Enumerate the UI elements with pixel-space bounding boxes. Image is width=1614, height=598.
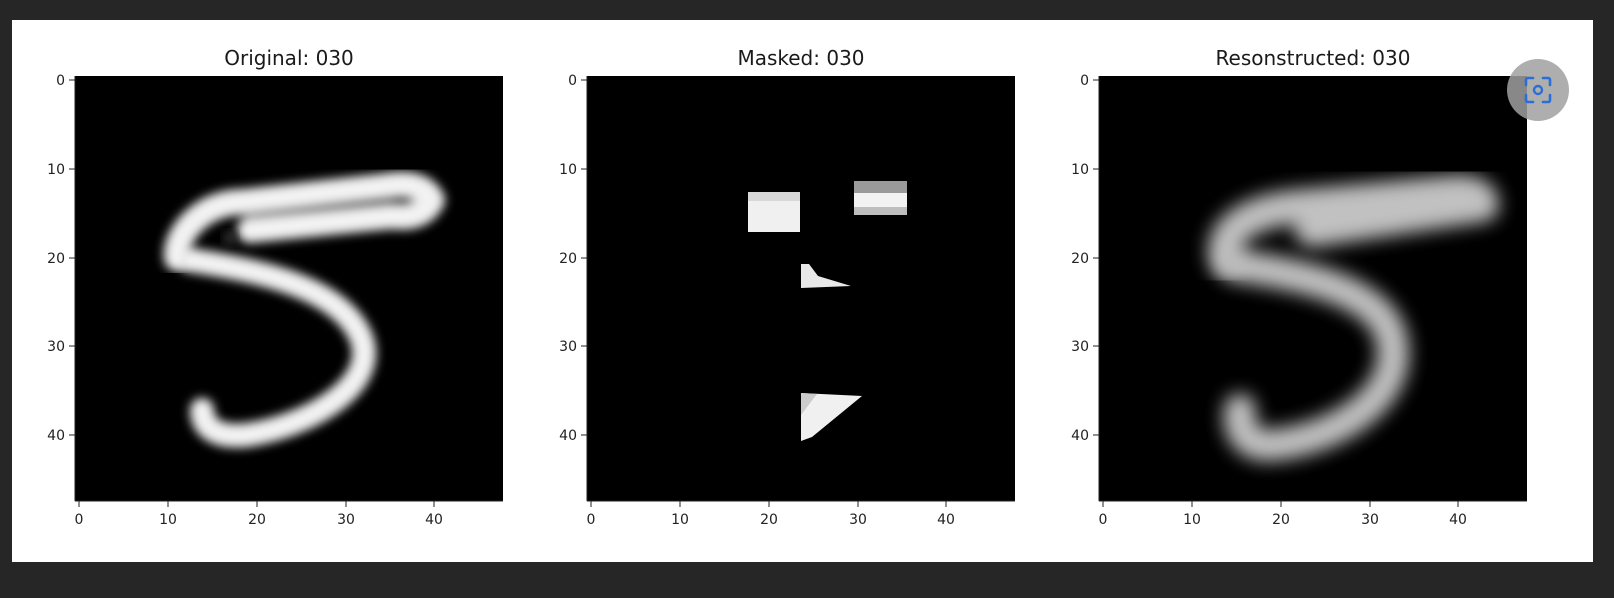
yticks-masked: 0 10 20 30 40 <box>559 73 587 444</box>
xtick-label: 20 <box>1272 512 1290 528</box>
ytick-label: 20 <box>1071 251 1089 267</box>
figure-canvas: Original: 030 0 10 20 30 40 <box>47 46 1527 528</box>
ytick-label: 20 <box>559 251 577 267</box>
axes-original <box>74 76 503 502</box>
xtick-label: 0 <box>75 512 84 528</box>
ytick-label: 40 <box>47 428 65 444</box>
xticks-reconstructed: 0 10 20 30 40 <box>1099 501 1467 528</box>
xtick-label: 40 <box>937 512 955 528</box>
ytick-label: 30 <box>559 339 577 355</box>
ytick-label: 0 <box>56 73 65 89</box>
xtick-label: 10 <box>159 512 177 528</box>
ytick-label: 40 <box>559 428 577 444</box>
ytick-label: 0 <box>568 73 577 89</box>
panel-title-reconstructed: Resonstructed: 030 <box>1216 46 1411 70</box>
xtick-label: 40 <box>1449 512 1467 528</box>
xtick-label: 30 <box>1361 512 1379 528</box>
xtick-label: 0 <box>587 512 596 528</box>
panel-title-masked: Masked: 030 <box>737 46 864 70</box>
ytick-label: 10 <box>47 162 65 178</box>
panel-title-original: Original: 030 <box>224 46 354 70</box>
figure-card: Original: 030 0 10 20 30 40 <box>12 20 1593 562</box>
yticks-reconstructed: 0 10 20 30 40 <box>1071 73 1099 444</box>
xtick-label: 30 <box>849 512 867 528</box>
ytick-label: 10 <box>1071 162 1089 178</box>
xticks-original: 0 10 20 30 40 <box>75 501 443 528</box>
ytick-label: 30 <box>47 339 65 355</box>
axes-masked <box>586 76 1015 502</box>
ytick-label: 40 <box>1071 428 1089 444</box>
xtick-label: 10 <box>671 512 689 528</box>
digit-strokes-reconstructed <box>1208 175 1499 462</box>
ytick-label: 10 <box>559 162 577 178</box>
xticks-masked: 0 10 20 30 40 <box>587 501 955 528</box>
lens-scan-icon <box>1524 76 1552 104</box>
ytick-label: 0 <box>1080 73 1089 89</box>
digit-strokes-original <box>163 171 445 448</box>
panel-original: Original: 030 0 10 20 30 40 <box>47 46 503 528</box>
panel-reconstructed: Resonstructed: 030 0 10 20 30 40 <box>1071 46 1527 528</box>
xtick-label: 0 <box>1099 512 1108 528</box>
yticks-original: 0 10 20 30 40 <box>47 73 75 444</box>
lens-search-button[interactable] <box>1507 59 1569 121</box>
axes-reconstructed <box>1098 76 1527 502</box>
ytick-label: 30 <box>1071 339 1089 355</box>
panel-masked: Masked: 030 0 <box>559 46 1015 528</box>
ytick-label: 20 <box>47 251 65 267</box>
xtick-label: 20 <box>760 512 778 528</box>
xtick-label: 30 <box>337 512 355 528</box>
xtick-label: 40 <box>425 512 443 528</box>
visible-patches-masked <box>748 181 907 441</box>
xtick-label: 20 <box>248 512 266 528</box>
xtick-label: 10 <box>1183 512 1201 528</box>
